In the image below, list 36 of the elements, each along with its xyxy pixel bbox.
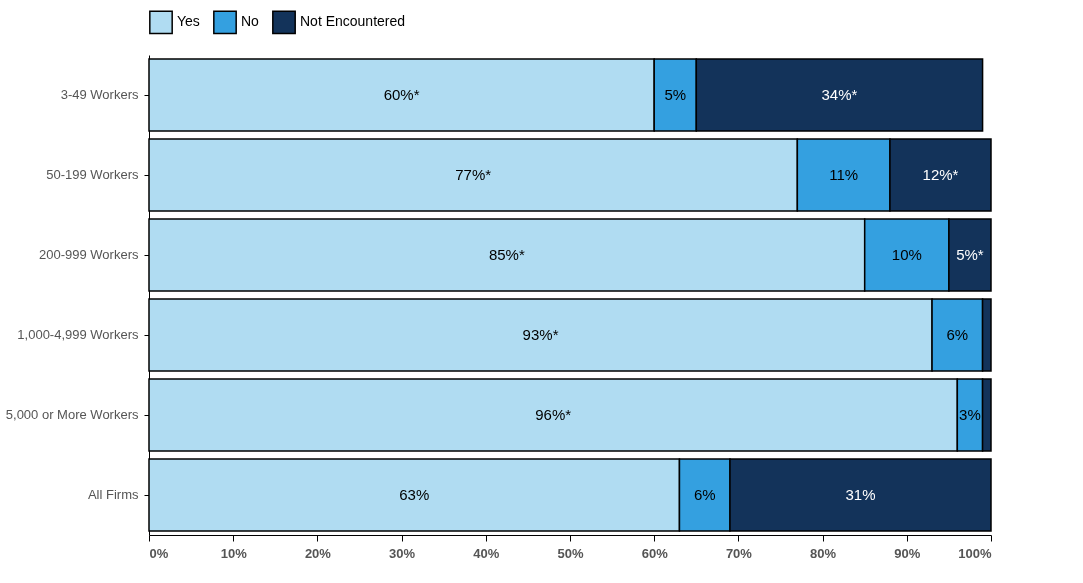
x-tick-label: 80% <box>810 545 837 561</box>
y-tick-label: 3-49 Workers <box>60 87 139 102</box>
y-tick-label: 1,000-4,999 Workers <box>17 327 139 342</box>
data-label: 6% <box>946 326 969 343</box>
data-label: 3% <box>959 406 981 423</box>
data-label: 5%* <box>956 246 984 263</box>
data-label: 93%* <box>522 326 559 343</box>
x-tick-label: 0% <box>149 545 169 561</box>
y-tick-label: All Firms <box>87 487 139 502</box>
data-label: 60%* <box>383 86 420 103</box>
x-tick-label: 70% <box>725 545 753 561</box>
data-label: 85%* <box>488 246 525 263</box>
data-label: 12%* <box>922 166 959 183</box>
x-tick-label: 20% <box>304 545 332 561</box>
data-label: 63% <box>399 486 430 503</box>
y-tick-label: 5,000 or More Workers <box>5 407 139 422</box>
legend-label: Not Encountered <box>300 13 406 30</box>
data-label: 77%* <box>455 166 492 183</box>
data-label: 11% <box>829 166 859 183</box>
data-label: 5% <box>664 86 687 103</box>
x-tick-label: 30% <box>389 545 416 561</box>
y-tick-label: 50-199 Workers <box>46 167 139 182</box>
x-tick-label: 60% <box>641 545 669 561</box>
x-tick-label: 40% <box>473 545 500 561</box>
data-label: 10% <box>891 246 922 263</box>
legend-label: Yes <box>177 13 200 30</box>
data-label: 96%* <box>535 406 572 423</box>
legend-label: No <box>241 13 260 30</box>
x-tick-label: 50% <box>557 545 584 561</box>
y-tick-label: 200-999 Workers <box>39 247 139 262</box>
x-tick-label: 10% <box>220 545 248 561</box>
data-label: 31% <box>845 486 876 503</box>
data-label: 6% <box>693 486 716 503</box>
x-tick-label: 100% <box>958 545 992 561</box>
x-tick-label: 90% <box>894 545 921 561</box>
data-label: 34%* <box>821 86 858 103</box>
